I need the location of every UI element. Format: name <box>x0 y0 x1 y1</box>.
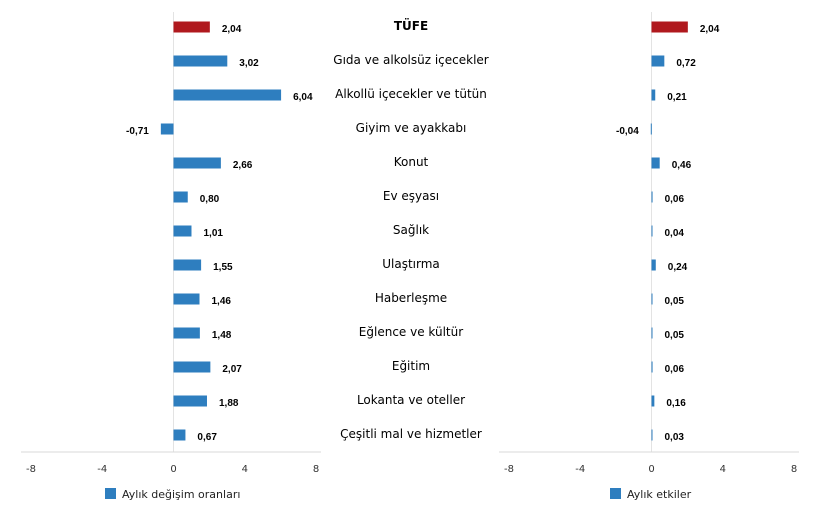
bar <box>173 361 211 373</box>
bar <box>160 123 174 135</box>
bar-tufe <box>173 21 210 33</box>
bar <box>651 395 655 407</box>
data-label: 0,80 <box>200 194 220 205</box>
category-label: Eğlence ve kültür <box>359 325 463 339</box>
data-label: 0,21 <box>667 92 687 103</box>
bar <box>651 191 653 203</box>
bar-tufe <box>651 21 688 33</box>
category-label: Haberleşme <box>375 291 447 305</box>
category-label: Konut <box>394 155 429 169</box>
category-label: Sağlık <box>393 223 429 237</box>
data-label: 0,04 <box>665 228 685 239</box>
data-label: 0,06 <box>665 194 685 205</box>
bar <box>650 123 652 135</box>
bar <box>173 55 228 67</box>
data-label: 0,67 <box>197 432 217 443</box>
category-label-tufe: TÜFE <box>394 18 428 33</box>
data-label: 6,04 <box>293 92 313 103</box>
bar <box>173 225 192 237</box>
bar <box>173 157 221 169</box>
category-label: Çeşitli mal ve hizmetler <box>340 427 482 441</box>
bar <box>651 89 656 101</box>
bar <box>173 293 200 305</box>
legend-label: Aylık değişim oranları <box>122 488 240 501</box>
data-label: 1,01 <box>203 228 223 239</box>
data-label: 1,55 <box>213 262 233 273</box>
data-label: 2,04 <box>222 24 242 35</box>
bar <box>173 327 200 339</box>
data-label: 0,16 <box>666 398 686 409</box>
category-label: Giyim ve ayakkabı <box>356 121 467 135</box>
data-label: 0,24 <box>668 262 688 273</box>
data-label: 0,05 <box>665 296 685 307</box>
category-label: Eğitim <box>392 359 430 373</box>
data-label: -0,71 <box>126 126 149 137</box>
data-label: 0,72 <box>676 58 696 69</box>
category-label: Gıda ve alkolsüz içecekler <box>333 53 489 67</box>
bar <box>173 191 188 203</box>
category-label: Ulaştırma <box>382 257 440 271</box>
x-tick-label: 8 <box>791 464 797 475</box>
bar <box>651 429 653 441</box>
legend-label: Aylık etkiler <box>627 488 692 501</box>
category-label: Alkollü içecekler ve tütün <box>335 87 487 101</box>
data-label: 0,05 <box>665 330 685 341</box>
data-label: 1,46 <box>212 296 232 307</box>
bar <box>651 157 660 169</box>
bar <box>173 429 186 441</box>
data-label: 2,04 <box>700 24 720 35</box>
bar <box>173 259 202 271</box>
x-tick-label: -4 <box>575 464 585 475</box>
data-label: 0,46 <box>672 160 692 171</box>
category-label: Lokanta ve oteller <box>357 393 465 407</box>
x-tick-label: 8 <box>313 464 319 475</box>
x-tick-label: 0 <box>648 464 654 475</box>
bar <box>651 225 653 237</box>
data-label: 2,07 <box>222 364 242 375</box>
bar <box>651 259 656 271</box>
x-tick-label: 4 <box>242 464 248 475</box>
data-label: 0,03 <box>665 432 685 443</box>
data-label: 1,88 <box>219 398 239 409</box>
data-label: -0,04 <box>616 126 639 137</box>
x-tick-label: 4 <box>720 464 726 475</box>
data-label: 1,48 <box>212 330 232 341</box>
legend-swatch <box>610 488 621 499</box>
data-label: 3,02 <box>239 58 259 69</box>
bar <box>651 327 653 339</box>
category-label: Ev eşyası <box>383 189 439 203</box>
x-tick-label: 0 <box>170 464 176 475</box>
bar <box>173 89 282 101</box>
bar <box>651 55 665 67</box>
data-label: 2,66 <box>233 160 253 171</box>
x-tick-label: -8 <box>504 464 514 475</box>
x-tick-label: -8 <box>26 464 36 475</box>
x-tick-label: -4 <box>97 464 107 475</box>
bar <box>651 293 653 305</box>
data-label: 0,06 <box>665 364 685 375</box>
legend-swatch <box>105 488 116 499</box>
bar <box>173 395 207 407</box>
bar <box>651 361 653 373</box>
